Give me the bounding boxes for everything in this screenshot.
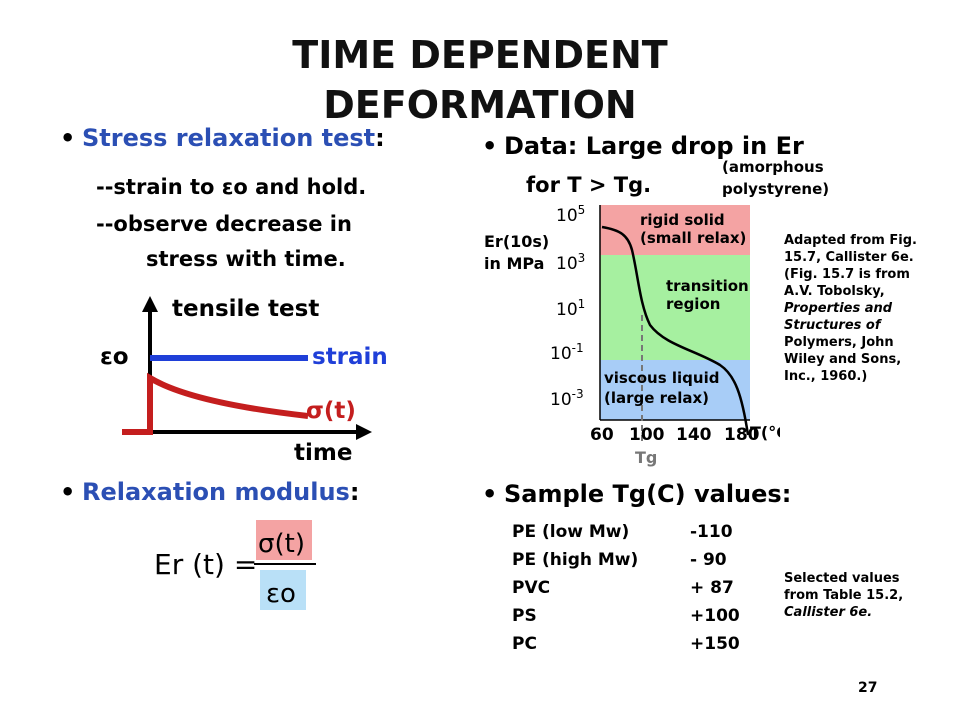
table-row: PC +150 bbox=[512, 634, 740, 654]
region-viscous-label-1: viscous liquid bbox=[604, 369, 719, 387]
table-row: PE (high Mw) - 90 bbox=[512, 550, 727, 570]
numerator-box bbox=[256, 520, 312, 560]
bullet-dot: • bbox=[482, 132, 498, 160]
x-axis-arrow bbox=[356, 424, 372, 440]
y-tick-10-3: 103 bbox=[556, 251, 585, 274]
region-rigid-label-1: rigid solid bbox=[640, 211, 725, 229]
region-viscous-label-2: (large relax) bbox=[604, 389, 709, 407]
bullet-dot: • bbox=[60, 478, 76, 506]
denominator-box bbox=[260, 570, 306, 610]
x-tick-140: 140 bbox=[676, 425, 712, 445]
adapted-citation: Adapted from Fig. 15.7, Callister 6e. (F… bbox=[784, 233, 917, 384]
stress-curve bbox=[122, 372, 309, 435]
page-title: TIME DEPENDENT DEFORMATION bbox=[0, 30, 960, 130]
sigma-label: σ(t) bbox=[306, 398, 356, 424]
bullet-relaxation-modulus: • Relaxation modulus: bbox=[60, 478, 360, 506]
tensile-test-diagram: tensile test εo strain σ(t) time bbox=[100, 296, 388, 466]
strain-hold-text: --strain to εo and hold. bbox=[96, 175, 367, 199]
x-tick-180: 180 bbox=[724, 425, 760, 445]
amorphous-note: (amorphous polystyrene) bbox=[722, 158, 830, 198]
formula-denominator: εo bbox=[266, 579, 296, 609]
region-transition-label-2: region bbox=[666, 295, 720, 313]
chart-ylabel-1: Er(10s) bbox=[484, 232, 549, 251]
y-tick-labels: 105 103 101 10-1 10-3 bbox=[550, 203, 585, 410]
chart-ylabel-2: in MPa bbox=[484, 254, 544, 273]
title-line-1: TIME DEPENDENT bbox=[292, 33, 668, 77]
relaxation-modulus-formula: Er (t) = σ(t) εo bbox=[154, 520, 316, 610]
formula-lhs: Er (t) = bbox=[154, 548, 257, 581]
modulus-curve bbox=[601, 225, 750, 436]
bullet-data-label: Data: Large drop in Er bbox=[504, 132, 804, 160]
x-tick-60: 60 bbox=[590, 425, 614, 445]
y-tick-10-minus-3: 10-3 bbox=[550, 387, 584, 410]
y-tick-10-minus-1: 10-1 bbox=[550, 341, 584, 364]
time-label: time bbox=[294, 440, 352, 466]
bullet-stress-relaxation: • Stress relaxation test: bbox=[60, 124, 385, 152]
table-row: PE (low Mw) -110 bbox=[512, 522, 733, 542]
y-axis-arrow bbox=[142, 296, 158, 312]
data-condition-text: for T > Tg. bbox=[526, 173, 652, 197]
modulus-chart: rigid solid (small relax) transition reg… bbox=[484, 203, 780, 467]
y-tick-10-1: 101 bbox=[556, 297, 585, 320]
formula-numerator: σ(t) bbox=[258, 529, 305, 559]
table-row: PVC + 87 bbox=[512, 578, 734, 598]
bullet-dot: • bbox=[482, 480, 498, 508]
bullet-data: • Data: Large drop in Er bbox=[482, 132, 804, 160]
tensile-test-label: tensile test bbox=[172, 296, 319, 322]
bullet-relaxation-modulus-label: Relaxation modulus bbox=[82, 478, 350, 506]
bullet-stress-relaxation-label: Stress relaxation test bbox=[82, 124, 376, 152]
region-rigid-solid bbox=[600, 205, 750, 255]
region-rigid-label-2: (small relax) bbox=[640, 229, 746, 247]
bullet-sample-tg-label: Sample Tg(C) values: bbox=[504, 480, 792, 508]
epsilon-label: εo bbox=[100, 344, 129, 370]
tg-table: PE (low Mw) -110 PE (high Mw) - 90 PVC + 87… bbox=[512, 522, 740, 662]
title-line-2: DEFORMATION bbox=[323, 83, 637, 127]
stress-time-text: stress with time. bbox=[146, 247, 346, 271]
observe-text: --observe decrease in bbox=[96, 212, 352, 236]
selected-values-citation: Selected values from Table 15.2, Callist… bbox=[784, 571, 904, 620]
page-number: 27 bbox=[858, 680, 878, 696]
chart-xlabel: T(°C) bbox=[750, 423, 780, 442]
tg-label: Tg bbox=[635, 448, 657, 467]
x-tick-100: 100 bbox=[629, 425, 665, 445]
region-transition-label-1: transition bbox=[666, 277, 749, 295]
bullet-sample-tg: • Sample Tg(C) values: bbox=[482, 480, 791, 508]
table-row: PS +100 bbox=[512, 606, 740, 626]
y-tick-10-5: 105 bbox=[556, 203, 585, 226]
strain-label: strain bbox=[312, 344, 388, 370]
bullet-dot: • bbox=[60, 124, 76, 152]
